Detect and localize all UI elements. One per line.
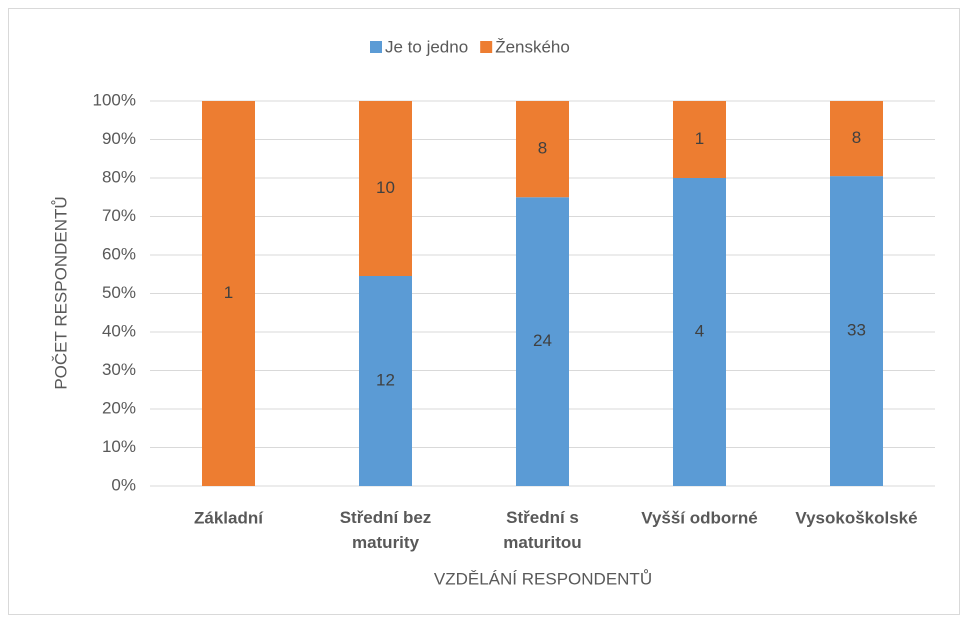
y-tick-label: 90% — [102, 129, 136, 148]
data-label: 33 — [847, 321, 866, 340]
x-tick-label: Základní — [194, 508, 264, 527]
x-tick-label: Střední s maturitou — [503, 508, 581, 552]
bar-segment — [359, 276, 412, 486]
bar-segment — [516, 197, 569, 486]
y-tick-label: 10% — [102, 437, 136, 456]
bar-segment — [359, 101, 412, 276]
data-label: 12 — [376, 370, 395, 389]
y-tick-label: 40% — [102, 321, 136, 340]
legend-label: Je to jedno — [385, 37, 468, 56]
y-tick-label: 70% — [102, 206, 136, 225]
x-tick-label: Střední bez maturity — [340, 508, 432, 552]
x-tick-label: Vysokoškolské — [795, 508, 917, 527]
x-tick-label: Vyšší odborné — [641, 508, 758, 527]
legend-swatch — [370, 41, 382, 53]
y-tick-label: 100% — [93, 90, 136, 109]
bar-segment — [673, 101, 726, 178]
data-label: 8 — [538, 139, 547, 158]
bar-segment — [673, 178, 726, 486]
y-tick-label: 0% — [111, 475, 136, 494]
data-label: 1 — [695, 129, 704, 148]
chart-frame — [8, 8, 960, 615]
data-label: 8 — [852, 128, 861, 147]
bar-segment — [516, 101, 569, 198]
data-label: 4 — [695, 321, 704, 340]
bar-segment — [830, 176, 883, 486]
y-tick-label: 80% — [102, 167, 136, 186]
data-label: 1 — [224, 283, 233, 302]
y-tick-label: 30% — [102, 360, 136, 379]
legend-swatch — [480, 41, 493, 53]
data-label: 24 — [533, 331, 552, 350]
legend-label: Ženského — [495, 37, 570, 56]
y-tick-label: 20% — [102, 398, 136, 417]
data-label: 10 — [376, 178, 395, 197]
y-tick-label: 60% — [102, 244, 136, 263]
bar-segment — [830, 101, 883, 177]
x-axis-title: VZDĚLÁNÍ RESPONDENTŮ — [434, 569, 652, 588]
y-tick-label: 50% — [102, 283, 136, 302]
y-axis-title: POČET RESPONDENTŮ — [51, 196, 70, 389]
bar-segment — [202, 101, 255, 486]
